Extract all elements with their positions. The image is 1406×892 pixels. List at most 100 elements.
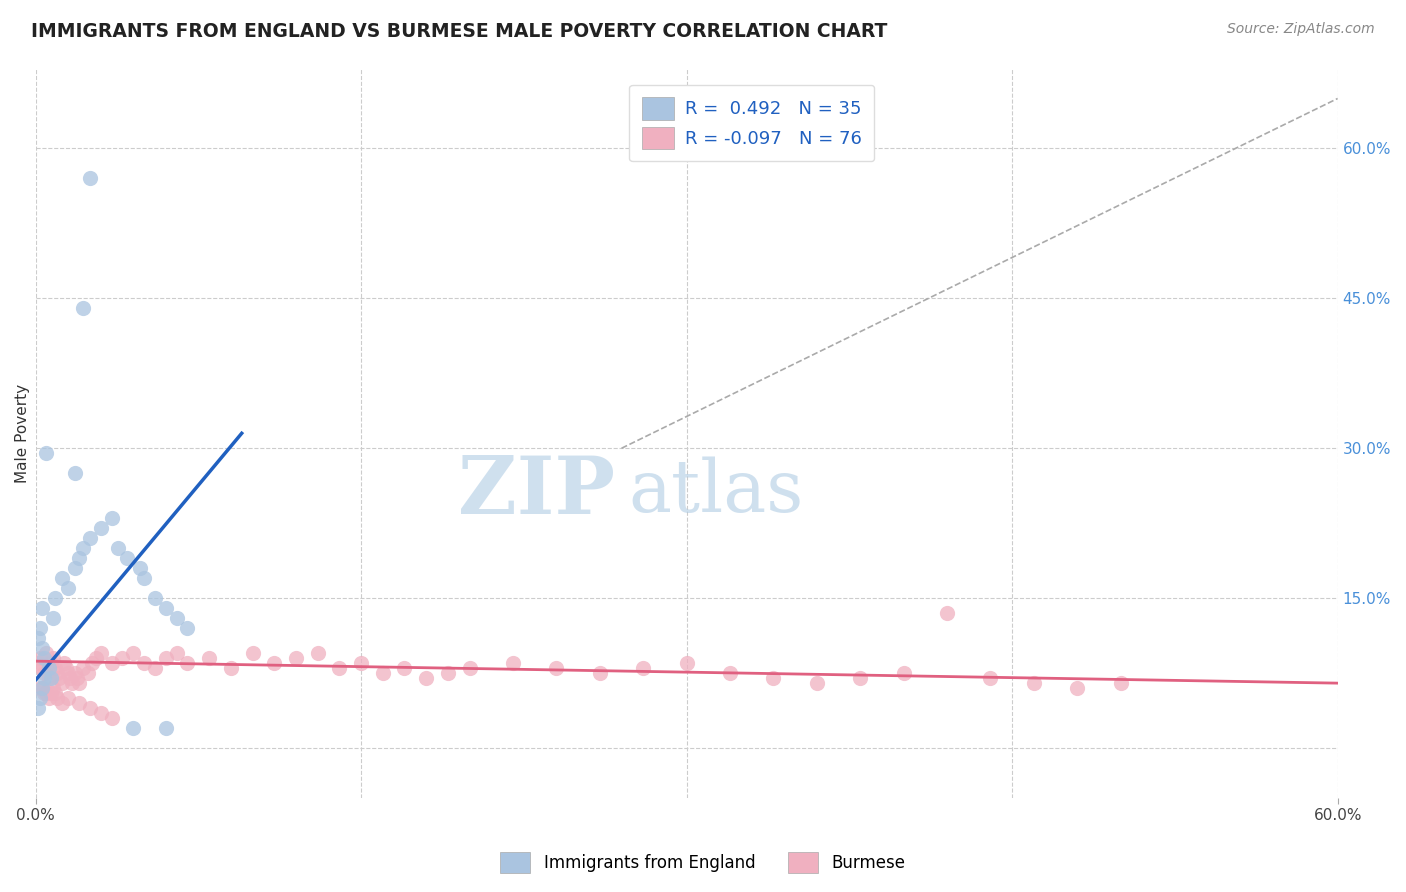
Point bbox=[31, 601, 53, 615]
Point bbox=[1066, 681, 1088, 695]
Point bbox=[67, 551, 90, 566]
Point bbox=[122, 721, 145, 735]
Point bbox=[166, 611, 188, 625]
Point bbox=[46, 691, 69, 706]
Point bbox=[67, 696, 90, 710]
Point bbox=[86, 651, 108, 665]
Point bbox=[32, 651, 55, 665]
Point bbox=[51, 571, 73, 585]
Point bbox=[72, 301, 94, 316]
Point bbox=[42, 611, 65, 625]
Point bbox=[59, 671, 82, 685]
Point bbox=[307, 646, 329, 660]
Point bbox=[1109, 676, 1132, 690]
Point bbox=[132, 571, 155, 585]
Point bbox=[27, 656, 49, 670]
Point bbox=[285, 651, 308, 665]
Point bbox=[31, 661, 53, 675]
Point bbox=[72, 541, 94, 556]
Point bbox=[51, 676, 73, 690]
Point bbox=[44, 686, 66, 700]
Point bbox=[90, 646, 112, 660]
Point bbox=[35, 446, 58, 460]
Point bbox=[55, 661, 77, 675]
Point bbox=[166, 646, 188, 660]
Point bbox=[44, 591, 66, 606]
Point bbox=[79, 171, 101, 186]
Point bbox=[56, 666, 79, 681]
Point bbox=[128, 561, 150, 575]
Point bbox=[155, 721, 177, 735]
Point bbox=[90, 521, 112, 535]
Point bbox=[394, 661, 416, 675]
Point bbox=[63, 561, 86, 575]
Point bbox=[122, 646, 145, 660]
Point bbox=[437, 666, 460, 681]
Point bbox=[111, 651, 134, 665]
Point bbox=[46, 666, 69, 681]
Point bbox=[79, 531, 101, 545]
Point bbox=[115, 551, 138, 566]
Point bbox=[28, 651, 51, 665]
Y-axis label: Male Poverty: Male Poverty bbox=[15, 384, 30, 483]
Point bbox=[39, 656, 62, 670]
Point bbox=[63, 666, 86, 681]
Point bbox=[176, 621, 198, 635]
Point bbox=[849, 671, 872, 685]
Point bbox=[39, 686, 62, 700]
Point bbox=[67, 676, 90, 690]
Legend: Immigrants from England, Burmese: Immigrants from England, Burmese bbox=[494, 846, 912, 880]
Point bbox=[32, 666, 55, 681]
Point bbox=[42, 651, 65, 665]
Point bbox=[79, 701, 101, 715]
Point bbox=[198, 651, 221, 665]
Point bbox=[51, 696, 73, 710]
Point bbox=[979, 671, 1001, 685]
Point bbox=[76, 666, 98, 681]
Point bbox=[100, 711, 122, 725]
Point bbox=[263, 656, 285, 670]
Point bbox=[66, 671, 89, 685]
Point bbox=[42, 681, 65, 695]
Point bbox=[31, 681, 53, 695]
Point bbox=[143, 591, 166, 606]
Point bbox=[100, 656, 122, 670]
Text: Source: ZipAtlas.com: Source: ZipAtlas.com bbox=[1227, 22, 1375, 37]
Point bbox=[28, 681, 51, 695]
Point bbox=[31, 641, 53, 656]
Point bbox=[675, 656, 697, 670]
Point bbox=[1022, 676, 1045, 690]
Point bbox=[28, 691, 51, 706]
Point bbox=[38, 661, 60, 675]
Point bbox=[350, 656, 373, 670]
Point bbox=[48, 671, 70, 685]
Point bbox=[219, 661, 242, 675]
Point bbox=[90, 706, 112, 720]
Point bbox=[56, 581, 79, 595]
Point bbox=[32, 686, 55, 700]
Point bbox=[72, 661, 94, 675]
Point bbox=[56, 691, 79, 706]
Point bbox=[936, 606, 959, 620]
Point bbox=[132, 656, 155, 670]
Point bbox=[39, 671, 62, 685]
Point bbox=[38, 671, 60, 685]
Point bbox=[32, 671, 55, 685]
Point bbox=[62, 676, 84, 690]
Point bbox=[371, 666, 394, 681]
Legend: R =  0.492   N = 35, R = -0.097   N = 76: R = 0.492 N = 35, R = -0.097 N = 76 bbox=[628, 85, 875, 161]
Point bbox=[589, 666, 612, 681]
Point bbox=[176, 656, 198, 670]
Point bbox=[502, 656, 524, 670]
Point bbox=[80, 656, 103, 670]
Point bbox=[631, 661, 654, 675]
Point bbox=[27, 631, 49, 645]
Point bbox=[893, 666, 915, 681]
Point bbox=[143, 661, 166, 675]
Point bbox=[35, 646, 58, 660]
Point bbox=[242, 646, 264, 660]
Point bbox=[52, 656, 75, 670]
Point bbox=[107, 541, 129, 556]
Point bbox=[38, 691, 60, 706]
Text: IMMIGRANTS FROM ENGLAND VS BURMESE MALE POVERTY CORRELATION CHART: IMMIGRANTS FROM ENGLAND VS BURMESE MALE … bbox=[31, 22, 887, 41]
